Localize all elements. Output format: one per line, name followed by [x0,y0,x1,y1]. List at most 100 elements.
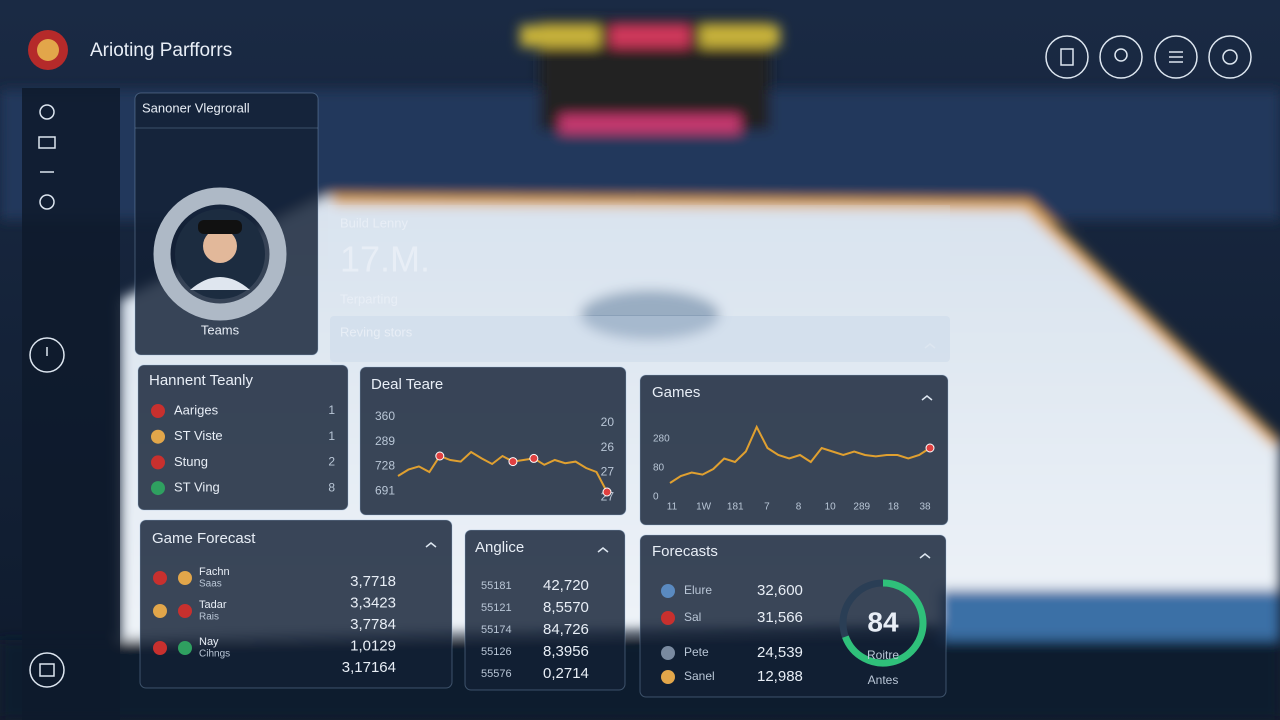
y-tick-label: 691 [375,483,395,497]
y-tick-label: 360 [375,409,395,423]
player-value: 32,600 [757,582,803,599]
team-icon [178,604,192,618]
team-sub: Cihngs [199,649,230,660]
sidebar [22,88,120,720]
y2-tick-label: 20 [601,415,615,429]
row-value: 84,726 [543,621,589,638]
team-icon [151,404,165,418]
team-name: Nay [199,636,219,648]
menu-button[interactable] [1154,35,1198,79]
team-icon [178,571,192,585]
sidebar-bg [22,88,120,720]
team-name: Tadar [199,599,227,611]
row-value: 0,2714 [543,665,589,682]
anglice-panel: Anglice 55181 42,720 55121 8,5570 55174 84,72… [464,529,626,691]
stat-bar-label: Reving stors [340,324,413,339]
team-sub: Rais [199,612,219,623]
player-name: Sanel [684,669,715,683]
chart-point [508,457,518,467]
chart-point [529,453,539,463]
player-value: 12,988 [757,668,803,685]
chevron [921,395,933,401]
panel [137,364,349,511]
row-id: 55181 [481,580,512,592]
forecast-value: 1,0129 [350,637,396,654]
x-tick-label: 10 [825,502,837,513]
teams-panel: Hannent Teanly Aariges 1 ST Viste 1 Stung 2 ST… [137,364,349,511]
forecast-value: 3,3423 [350,594,396,611]
avatar-face [203,229,237,263]
nav-icon[interactable] [39,104,55,120]
icon [39,663,55,677]
gauge-value: 84 [867,606,899,637]
games-panel: Games 280 80 0 11 1W 181 7 8 10 289 18 38 [639,374,949,526]
x-tick-label: 11 [667,502,678,513]
chevron [924,343,936,349]
player-name: Elure [684,583,712,597]
x-tick-label: 181 [727,502,744,513]
x-tick-label: 18 [888,502,900,513]
icon [1222,49,1238,65]
profile-label: Teams [201,322,240,337]
team-name: Fachn [199,566,230,578]
icon-button[interactable] [1045,35,1089,79]
team-icon [151,455,165,470]
player-icon [661,611,675,625]
team-icon [153,571,167,585]
panel-title: Game Forecast [152,530,256,547]
y-tick-label: 80 [653,463,665,474]
icon [1114,48,1128,62]
stat-title: Build Lenny [340,215,408,230]
panel [359,366,627,516]
gauge-label: Roitre [867,648,899,662]
icon-button[interactable] [1099,35,1143,79]
panel-title: Sanoner Vlegrorall [142,100,250,115]
avatar-cap [198,220,242,234]
chart-point [602,487,612,497]
team-icon [153,641,167,655]
icon [1169,51,1183,63]
panel-title: Hannent Teanly [149,372,253,389]
settings-button[interactable] [1208,35,1252,79]
player-icon [661,646,675,660]
y2-tick-label: 27 [601,465,615,479]
nav-button[interactable] [29,337,65,373]
team-icon [151,429,165,444]
player-value: 24,539 [757,644,803,661]
row-value: 42,720 [543,577,589,594]
player-icon [661,584,675,598]
chevron [425,542,437,548]
row-value: 8,5570 [543,599,589,616]
nav-button[interactable] [29,652,65,688]
team-icon [153,604,167,618]
x-tick-label: 289 [853,502,870,513]
icon [1060,48,1074,66]
row-id: 55126 [481,646,512,658]
panel [464,529,626,691]
team-count: 1 [328,429,335,443]
chevron [919,553,931,559]
panel-title: Anglice [475,539,524,556]
player-value: 31,566 [757,609,803,626]
nav-icon[interactable] [38,136,56,149]
y-tick-label: 0 [653,492,659,503]
stat-bar[interactable] [330,316,950,362]
team-name: Aariges [174,402,219,417]
ring [153,187,287,321]
avatar-shirt [190,277,250,290]
panel [139,519,453,689]
x-tick-label: 7 [764,502,770,513]
row-id: 55576 [481,668,512,680]
x-tick-label: 1W [696,502,712,513]
stat-subtitle: Terparting [340,291,398,306]
team-name: Stung [174,454,208,469]
player-name: Sal [684,610,701,624]
gauge-sublabel: Antes [868,673,899,687]
x-tick-label: 38 [919,502,931,513]
row-value: 8,3956 [543,643,589,660]
stat-panel: Build Lenny 17.M. Terparting Reving stor… [328,205,950,362]
player-name: Pete [684,645,709,659]
panel [639,374,949,526]
nav-icon[interactable] [39,194,55,210]
